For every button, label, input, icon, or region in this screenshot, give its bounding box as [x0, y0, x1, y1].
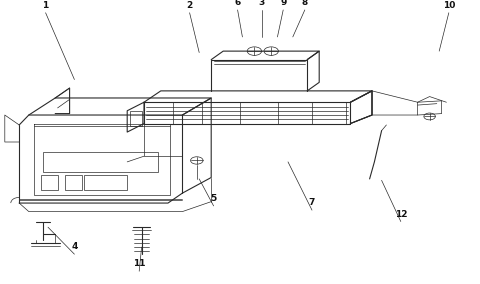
Text: 10: 10 — [443, 1, 455, 10]
Text: 7: 7 — [309, 198, 315, 207]
Bar — [84, 175, 127, 190]
Text: 5: 5 — [210, 194, 217, 203]
Text: 1: 1 — [42, 1, 49, 10]
Text: 4: 4 — [71, 242, 78, 251]
Bar — [41, 175, 58, 190]
Bar — [65, 175, 82, 190]
Text: 12: 12 — [395, 210, 407, 219]
Text: 6: 6 — [234, 0, 241, 7]
Bar — [43, 152, 158, 172]
Text: 9: 9 — [280, 0, 287, 7]
Text: 8: 8 — [301, 0, 308, 7]
Text: 3: 3 — [258, 0, 265, 7]
Text: 11: 11 — [133, 259, 145, 268]
Bar — [130, 111, 142, 126]
Text: 2: 2 — [186, 1, 193, 10]
